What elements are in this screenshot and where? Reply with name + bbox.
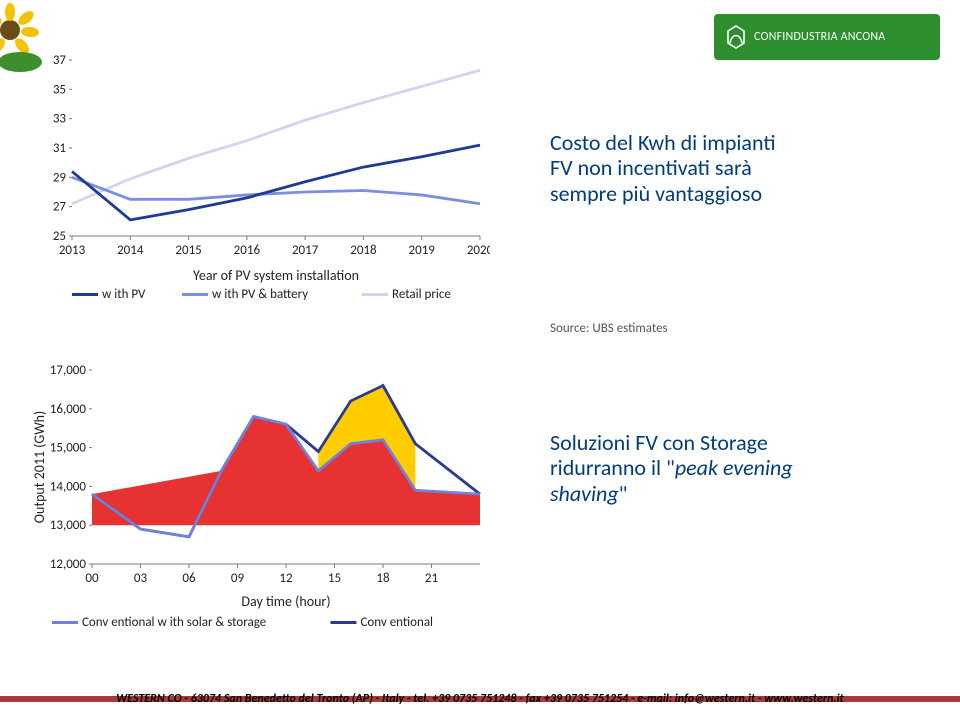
svg-text:15: 15 [328, 571, 341, 586]
svg-text:Retail price: Retail price [392, 287, 451, 302]
svg-text:35: 35 [53, 82, 66, 97]
svg-text:Output 2011 (GWh): Output 2011 (GWh) [31, 411, 48, 524]
svg-text:00: 00 [85, 571, 99, 586]
confindustria-logo: CONFINDUSTRIA ANCONA [714, 14, 940, 60]
svg-text:14,000: 14,000 [50, 479, 87, 494]
svg-text:2017: 2017 [292, 243, 319, 258]
svg-text:Conv entional w ith solar & st: Conv entional w ith solar & storage [82, 615, 266, 630]
svg-text:2016: 2016 [234, 243, 261, 258]
svg-text:Day time (hour): Day time (hour) [241, 593, 330, 610]
svg-text:w ith PV: w ith PV [102, 287, 146, 302]
svg-text:Year of PV system installation: Year of PV system installation [193, 267, 359, 284]
svg-text:15,000: 15,000 [50, 441, 87, 456]
svg-text:03: 03 [134, 571, 148, 586]
note-peak-shaving: Soluzioni FV con Storage ridurranno il "… [550, 430, 900, 506]
svg-text:2020: 2020 [467, 243, 490, 258]
svg-text:06: 06 [182, 571, 196, 586]
footer-text: WESTERN CO - 63074 San Benedetto del Tro… [0, 692, 960, 706]
chart-peak-shaving: 12,000 13,000 14,000 15,000 16,000 17,000 00 03… [30, 360, 490, 640]
chart-cost-kwh: 25 27 29 31 33 35 37 2013 2014 2015 2016 2017 2018 20… [30, 50, 490, 310]
source-label: Source: UBS estimates [550, 321, 668, 336]
svg-text:13,000: 13,000 [50, 518, 87, 533]
svg-text:2018: 2018 [350, 243, 377, 258]
svg-text:2015: 2015 [175, 243, 201, 258]
svg-text:18: 18 [376, 571, 390, 586]
svg-text:29: 29 [53, 170, 67, 185]
svg-text:Conv entional: Conv entional [361, 615, 434, 630]
svg-text:w ith PV & battery: w ith PV & battery [212, 287, 308, 302]
svg-text:21: 21 [425, 571, 438, 586]
svg-text:27: 27 [53, 200, 67, 215]
svg-text:33: 33 [53, 112, 67, 127]
note-kwh-cost: Costo del Kwh di impianti FV non incenti… [550, 130, 900, 206]
svg-text:31: 31 [53, 141, 66, 156]
svg-text:2013: 2013 [59, 243, 86, 258]
svg-text:12: 12 [279, 571, 293, 586]
svg-text:09: 09 [231, 571, 245, 586]
svg-text:16,000: 16,000 [50, 402, 87, 417]
svg-text:37: 37 [53, 53, 67, 68]
confindustria-text: CONFINDUSTRIA ANCONA [754, 30, 885, 44]
svg-text:17,000: 17,000 [50, 363, 87, 378]
svg-text:2019: 2019 [409, 243, 436, 258]
svg-text:25: 25 [53, 229, 66, 244]
svg-text:12,000: 12,000 [50, 557, 87, 572]
svg-text:2014: 2014 [117, 243, 144, 258]
